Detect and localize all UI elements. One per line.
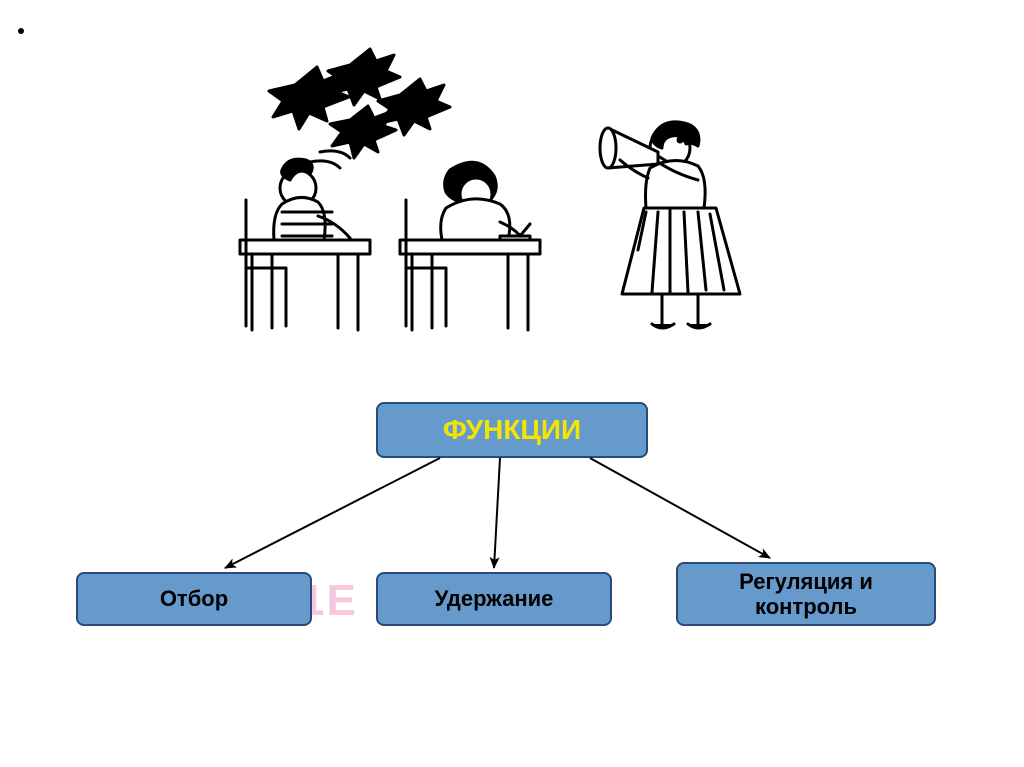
- classroom-illustration: [200, 40, 760, 340]
- node-root: ФУНКЦИИ: [376, 402, 648, 458]
- edge-root-n2: [494, 458, 500, 568]
- edge-root-n1: [225, 458, 440, 568]
- node-n1: Отбор: [76, 572, 312, 626]
- node-n2: Удержание: [376, 572, 612, 626]
- node-n3: Регуляция и контроль: [676, 562, 936, 626]
- edge-root-n3: [590, 458, 770, 558]
- bullet-dot: [18, 28, 24, 34]
